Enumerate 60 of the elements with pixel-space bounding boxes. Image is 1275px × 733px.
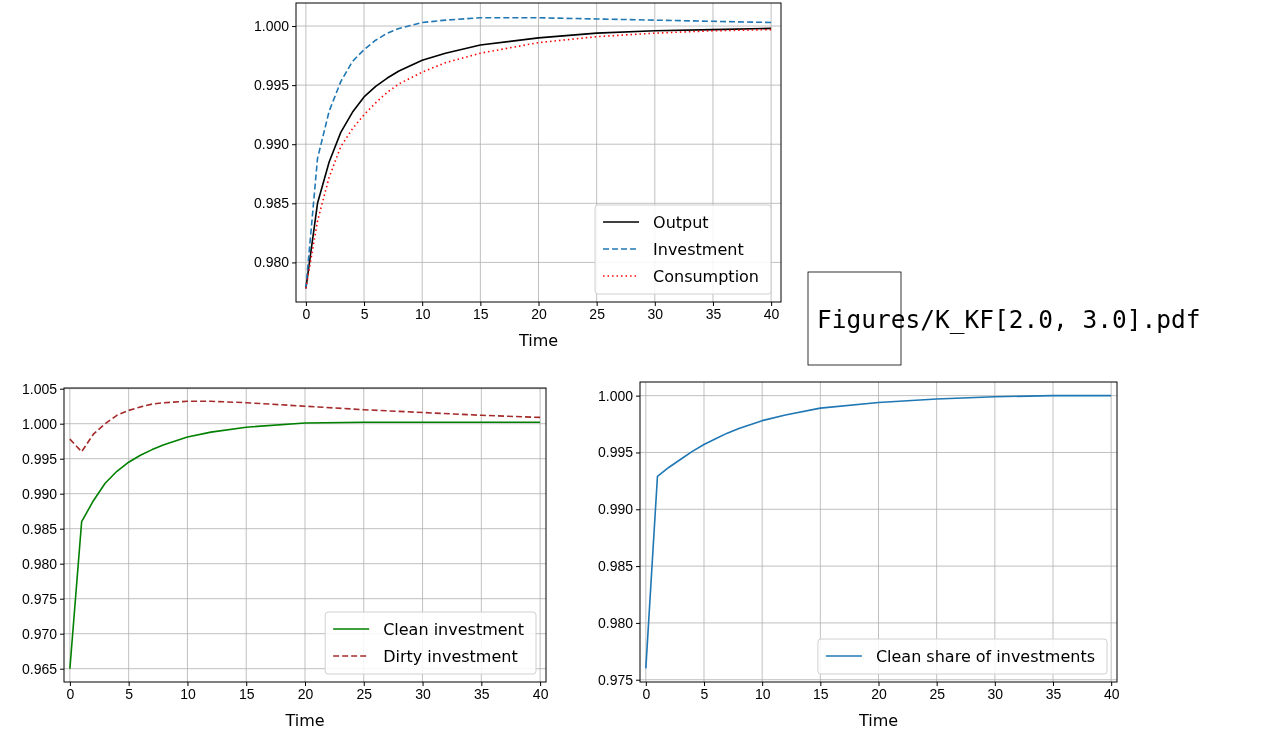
x-tick-label: 15	[813, 685, 829, 702]
x-tick-label: 40	[1103, 685, 1120, 702]
legend-label: Clean share of investments	[875, 647, 1095, 666]
y-tick-label: 0.970	[21, 625, 58, 642]
x-tick-label: 15	[238, 685, 255, 702]
x-tick-label: 40	[532, 685, 549, 702]
legend-label: Output	[653, 213, 709, 232]
x-tick-label: 35	[474, 685, 490, 702]
y-tick-label: 1.000	[253, 18, 290, 35]
y-tick-label: 0.980	[21, 555, 58, 572]
y-tick-label: 0.980	[253, 254, 290, 271]
legend-label: Consumption	[653, 267, 759, 286]
y-tick-label: 0.995	[253, 77, 290, 94]
y-tick-label: 0.985	[253, 195, 290, 212]
y-tick-label: 1.000	[597, 387, 634, 404]
x-axis-title: Time	[517, 331, 559, 350]
x-tick-label: 30	[987, 685, 1004, 702]
legend-label: Dirty investment	[383, 647, 518, 666]
y-tick-label: 0.965	[21, 660, 58, 677]
legend-label: Clean investment	[383, 620, 524, 639]
x-tick-label: 0	[642, 685, 651, 702]
line-series	[645, 394, 1112, 670]
y-tick-label: 0.990	[21, 485, 58, 502]
x-tick-label: 0	[66, 685, 75, 702]
x-tick-label: 10	[754, 685, 771, 702]
text: Figures/K_KF[2.0, 3.0].pdf	[817, 305, 1201, 334]
x-tick-label: 5	[125, 685, 134, 702]
y-tick-label: 0.995	[597, 444, 634, 461]
x-tick-label: 10	[414, 305, 431, 322]
x-tick-label: 0	[302, 305, 311, 322]
y-tick-label: 1.005	[21, 380, 58, 397]
y-tick-label: 0.975	[21, 590, 58, 607]
y-tick-label: 0.990	[597, 501, 634, 518]
legend-label: Investment	[653, 240, 744, 259]
x-tick-label: 20	[531, 305, 547, 322]
x-axis-title: Time	[857, 711, 899, 730]
y-tick-label: 0.985	[597, 558, 634, 575]
x-tick-label: 35	[1045, 685, 1062, 702]
y-tick-label: 0.985	[21, 520, 58, 537]
x-tick-label: 5	[700, 685, 709, 702]
x-tick-label: 20	[871, 685, 887, 702]
x-tick-label: 25	[356, 685, 373, 702]
x-tick-label: 30	[647, 305, 664, 322]
line-series	[69, 400, 541, 453]
y-tick-label: 0.995	[21, 450, 58, 467]
x-tick-label: 30	[415, 685, 432, 702]
x-tick-label: 35	[705, 305, 722, 322]
x-axis-title: Time	[284, 711, 325, 730]
y-tick-label: 0.975	[597, 671, 634, 688]
x-tick-label: 25	[589, 305, 606, 322]
x-tick-label: 10	[180, 685, 196, 702]
y-tick-label: 1.000	[21, 415, 58, 432]
x-tick-label: 5	[360, 305, 369, 322]
y-tick-label: 0.980	[597, 614, 634, 631]
line-series	[69, 421, 541, 670]
x-tick-label: 40	[763, 305, 780, 322]
y-tick-label: 0.990	[253, 136, 290, 153]
x-tick-label: 20	[297, 685, 314, 702]
x-tick-label: 25	[929, 685, 946, 702]
x-tick-label: 15	[473, 305, 489, 322]
